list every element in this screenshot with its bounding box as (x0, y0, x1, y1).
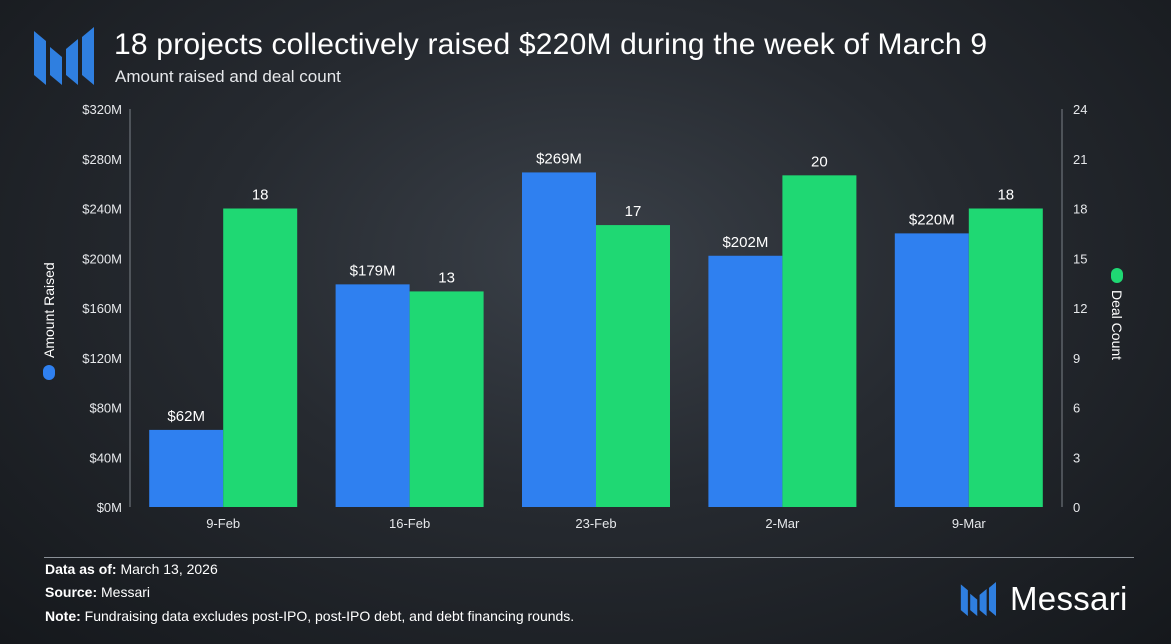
deal-count-bar (409, 291, 484, 507)
deal-count-bar (596, 225, 670, 508)
source-line: Source: Messari (45, 584, 150, 600)
deal-count-bar (968, 208, 1043, 507)
amount-raised-value-label: $62M (167, 408, 205, 425)
legend-swatch-amount (43, 365, 55, 380)
deal-count-value-label: 20 (811, 153, 828, 170)
x-tick-label: 9-Mar (952, 516, 987, 531)
y-tick-label: $40M (89, 450, 122, 465)
amount-raised-value-label: $202M (722, 234, 768, 251)
chart-bars (149, 172, 1043, 508)
deal-count-value-label: 13 (438, 269, 455, 286)
y2-axis-title-group: Deal Count (1109, 268, 1125, 360)
bar-chart: $0M $40M $80M $120M $160M $200M $240M $280M $320… (41, 102, 1125, 531)
chart-title: 18 projects collectively raised $220M du… (114, 28, 988, 61)
y-tick-label: $120M (82, 351, 122, 366)
x-tick-label: 9-Feb (206, 516, 240, 531)
note-value: Fundraising data excludes post-IPO, post… (84, 608, 575, 624)
y-axis-title-group: Amount Raised (41, 262, 57, 380)
y2-tick-label: 18 (1073, 202, 1087, 217)
deal-count-bar (223, 208, 298, 507)
amount-raised-bar (149, 429, 224, 507)
x-tick-label: 16-Feb (389, 516, 430, 531)
y-axis-title: Amount Raised (41, 262, 57, 358)
data-as-of-value: March 13, 2026 (120, 561, 218, 577)
footer-divider (44, 557, 1134, 558)
amount-raised-bar (522, 172, 596, 507)
y-tick-label: $80M (89, 401, 122, 416)
y2-tick-label: 6 (1073, 401, 1080, 416)
source-value: Messari (101, 584, 151, 600)
brand-name: Messari (1010, 580, 1128, 617)
data-as-of-label: Data as of: (45, 561, 117, 577)
x-tick-label: 23-Feb (575, 516, 616, 531)
amount-raised-bar (708, 255, 783, 507)
source-label: Source: (45, 584, 98, 600)
y-tick-label: $280M (82, 152, 122, 167)
y-tick-label: $0M (97, 500, 122, 515)
data-as-of: Data as of: March 13, 2026 (45, 561, 218, 577)
y2-axis-title: Deal Count (1109, 290, 1125, 360)
amount-raised-value-label: $179M (350, 262, 396, 279)
note-line: Note: Fundraising data excludes post-IPO… (45, 608, 574, 624)
deal-count-value-label: 18 (252, 187, 269, 204)
y2-tick-label: 9 (1073, 351, 1080, 366)
messari-brand-icon (960, 582, 996, 616)
y-tick-label: $200M (82, 251, 122, 266)
amount-raised-bar (335, 284, 410, 507)
note-label: Note: (45, 608, 81, 624)
y2-tick-label: 15 (1073, 251, 1087, 266)
brand-mark: Messari (960, 580, 1128, 618)
y2-tick-label: 24 (1073, 102, 1087, 117)
deal-count-bar (782, 175, 857, 508)
x-tick-label: 2-Mar (765, 516, 800, 531)
y2-tick-label: 21 (1073, 152, 1087, 167)
amount-raised-bar (894, 233, 969, 507)
y2-tick-label: 0 (1073, 500, 1080, 515)
amount-raised-value-label: $269M (536, 150, 582, 167)
y-tick-label: $160M (82, 301, 122, 316)
y-tick-label: $320M (82, 102, 122, 117)
messari-logo-icon (34, 27, 94, 85)
chart-axes: $0M $40M $80M $120M $160M $200M $240M $280M $320… (41, 102, 1125, 515)
y2-tick-label: 3 (1073, 450, 1080, 465)
deal-count-value-label: 18 (997, 187, 1014, 204)
y2-tick-label: 12 (1073, 301, 1087, 316)
deal-count-value-label: 17 (625, 203, 642, 220)
chart-subtitle: Amount raised and deal count (115, 67, 341, 86)
chart-labels: $62M 18 9-Feb $179M 13 16-Feb $269M 17 23-Feb $20… (167, 150, 1014, 531)
y-tick-label: $240M (82, 202, 122, 217)
legend-swatch-deals (1111, 268, 1123, 283)
amount-raised-value-label: $220M (909, 211, 955, 228)
